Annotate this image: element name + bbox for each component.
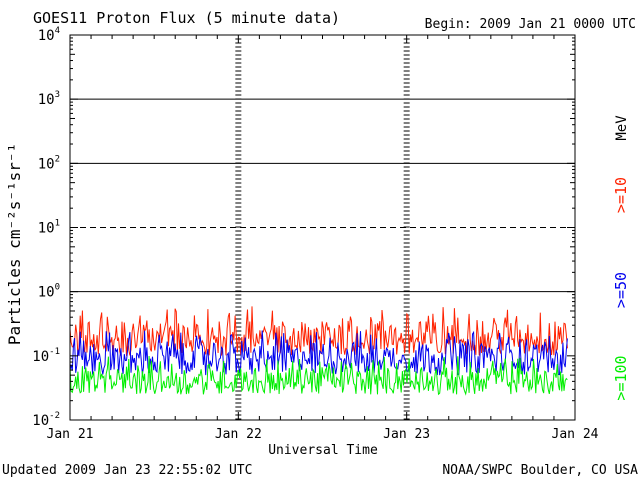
y-tick-label: 102 (38, 154, 60, 172)
credit-label: NOAA/SWPC Boulder, CO USA (442, 463, 638, 478)
flux-series-line (69, 306, 568, 356)
legend-entry: >=10 (612, 177, 630, 213)
y-tick-exponent: 2 (55, 154, 60, 164)
x-tick-label: Jan 23 (383, 427, 430, 442)
y-axis-label: Particles cm⁻²s⁻¹sr⁻¹ (5, 143, 24, 345)
y-tick-exponent: 3 (55, 90, 60, 100)
y-tick-label: 101 (38, 219, 60, 237)
y-tick-label: 104 (38, 26, 60, 44)
series-layer (69, 306, 568, 396)
y-tick-exponent: 0 (55, 283, 60, 293)
chart-title: GOES11 Proton Flux (5 minute data) (33, 9, 340, 27)
x-tick-label: Jan 24 (552, 427, 599, 442)
y-tick-exponent: 1 (55, 219, 60, 229)
x-tick-label: Jan 21 (47, 427, 94, 442)
y-axis-ticks: 1 0 -2 10-1 100 101 102 103 104 (32, 26, 575, 429)
x-tick-label: Jan 22 (215, 427, 262, 442)
y-tick-label: 100 (38, 283, 60, 301)
legend: >=10 >=50 >=100 (612, 177, 630, 401)
x-axis-ticks: Jan 21 Jan 22 Jan 23 Jan 24 (47, 35, 599, 442)
x-axis-label: Universal Time (268, 443, 378, 458)
begin-label: Begin: 2009 Jan 21 0000 UTC (425, 17, 636, 32)
legend-entry: >=100 (612, 355, 630, 400)
y-tick-label: 10-1 (32, 347, 60, 365)
flux-series-line (69, 330, 568, 376)
y-tick-exponent: -1 (49, 347, 60, 357)
flux-series-line (69, 355, 568, 396)
y-tick-label: 103 (38, 90, 60, 108)
legend-unit: MeV (614, 115, 630, 141)
y-tick-exponent: -2 (49, 411, 60, 421)
legend-entry: >=50 (612, 272, 630, 308)
updated-timestamp: Updated 2009 Jan 23 22:55:02 UTC (2, 463, 252, 478)
y-tick-exponent: 4 (55, 26, 60, 36)
grid (70, 38, 575, 420)
